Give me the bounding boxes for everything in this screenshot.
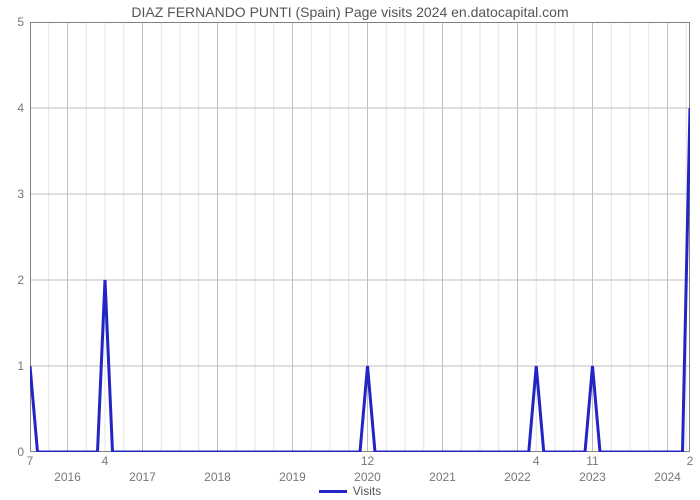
x-tick-label: 2022 (504, 470, 531, 484)
chart-title: DIAZ FERNANDO PUNTI (Spain) Page visits … (0, 4, 700, 20)
y-tick-label: 3 (17, 187, 24, 201)
y-tick-label: 1 (17, 359, 24, 373)
value-label: 4 (102, 454, 109, 468)
x-tick-label: 2024 (654, 470, 681, 484)
y-tick-label: 2 (17, 273, 24, 287)
y-tick-label: 0 (17, 445, 24, 459)
value-label: 7 (27, 454, 34, 468)
chart-container: DIAZ FERNANDO PUNTI (Spain) Page visits … (0, 0, 700, 500)
plot-area: 0123452016201720182019202020212022202320… (30, 22, 690, 452)
x-tick-label: 2018 (204, 470, 231, 484)
plot-svg (30, 22, 690, 452)
x-tick-label: 2016 (54, 470, 81, 484)
legend-swatch (319, 490, 347, 493)
y-tick-label: 4 (17, 101, 24, 115)
value-label: 4 (533, 454, 540, 468)
x-tick-label: 2023 (579, 470, 606, 484)
x-tick-label: 2021 (429, 470, 456, 484)
x-tick-label: 2019 (279, 470, 306, 484)
y-tick-label: 5 (17, 15, 24, 29)
x-tick-label: 2020 (354, 470, 381, 484)
value-label: 12 (361, 454, 374, 468)
value-label: 11 (586, 454, 598, 468)
x-tick-label: 2017 (129, 470, 156, 484)
legend: Visits (0, 484, 700, 498)
legend-label: Visits (353, 484, 381, 498)
value-label: 2 (687, 454, 694, 468)
